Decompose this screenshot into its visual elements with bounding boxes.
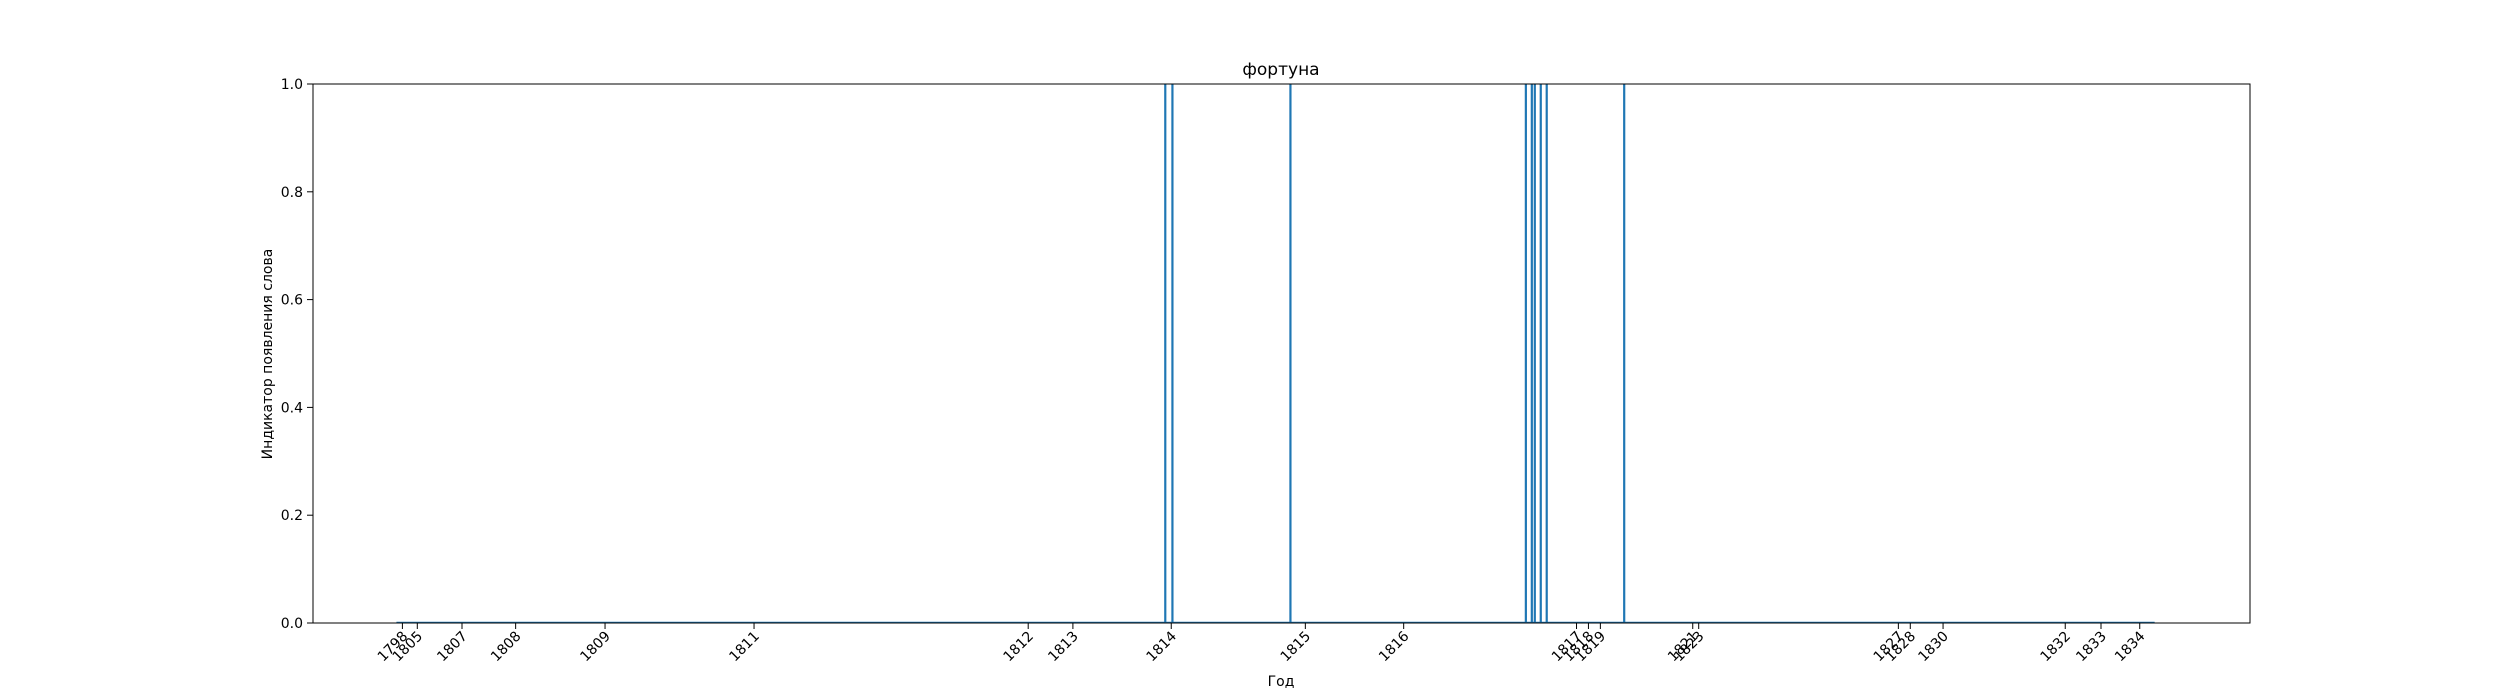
y-tick-label: 0.6 [281,293,303,309]
x-tick-label: 1830 [1915,629,1952,666]
x-tick-label: 1814 [1144,628,1181,665]
x-tick-label: 1808 [488,629,525,666]
y-tick-label: 0.4 [281,400,303,416]
y-tick-label: 1.0 [281,77,303,93]
y-tick-label: 0.2 [281,508,303,524]
x-tick-label: 1815 [1278,629,1315,666]
y-axis-label: Индикатор появления слова [260,249,276,460]
y-tick-label: 0.8 [281,185,303,201]
plot-frame [312,83,2251,624]
x-axis-label: Год [1268,674,1295,690]
x-tick-label: 1809 [577,629,614,666]
x-tick-label: 1833 [2073,629,2110,666]
x-tick-label: 1813 [1045,629,1082,666]
x-tick-label: 1816 [1376,628,1413,665]
x-tick-label: 1812 [1001,629,1038,666]
x-tick-label: 1807 [434,629,471,666]
x-tick-label: 1834 [2112,628,2149,665]
x-tick-label: 1832 [2038,629,2075,666]
chart-title: фортуна [1242,60,1319,80]
y-tick-label: 0.0 [281,616,303,632]
x-tick-label: 1811 [726,629,763,666]
